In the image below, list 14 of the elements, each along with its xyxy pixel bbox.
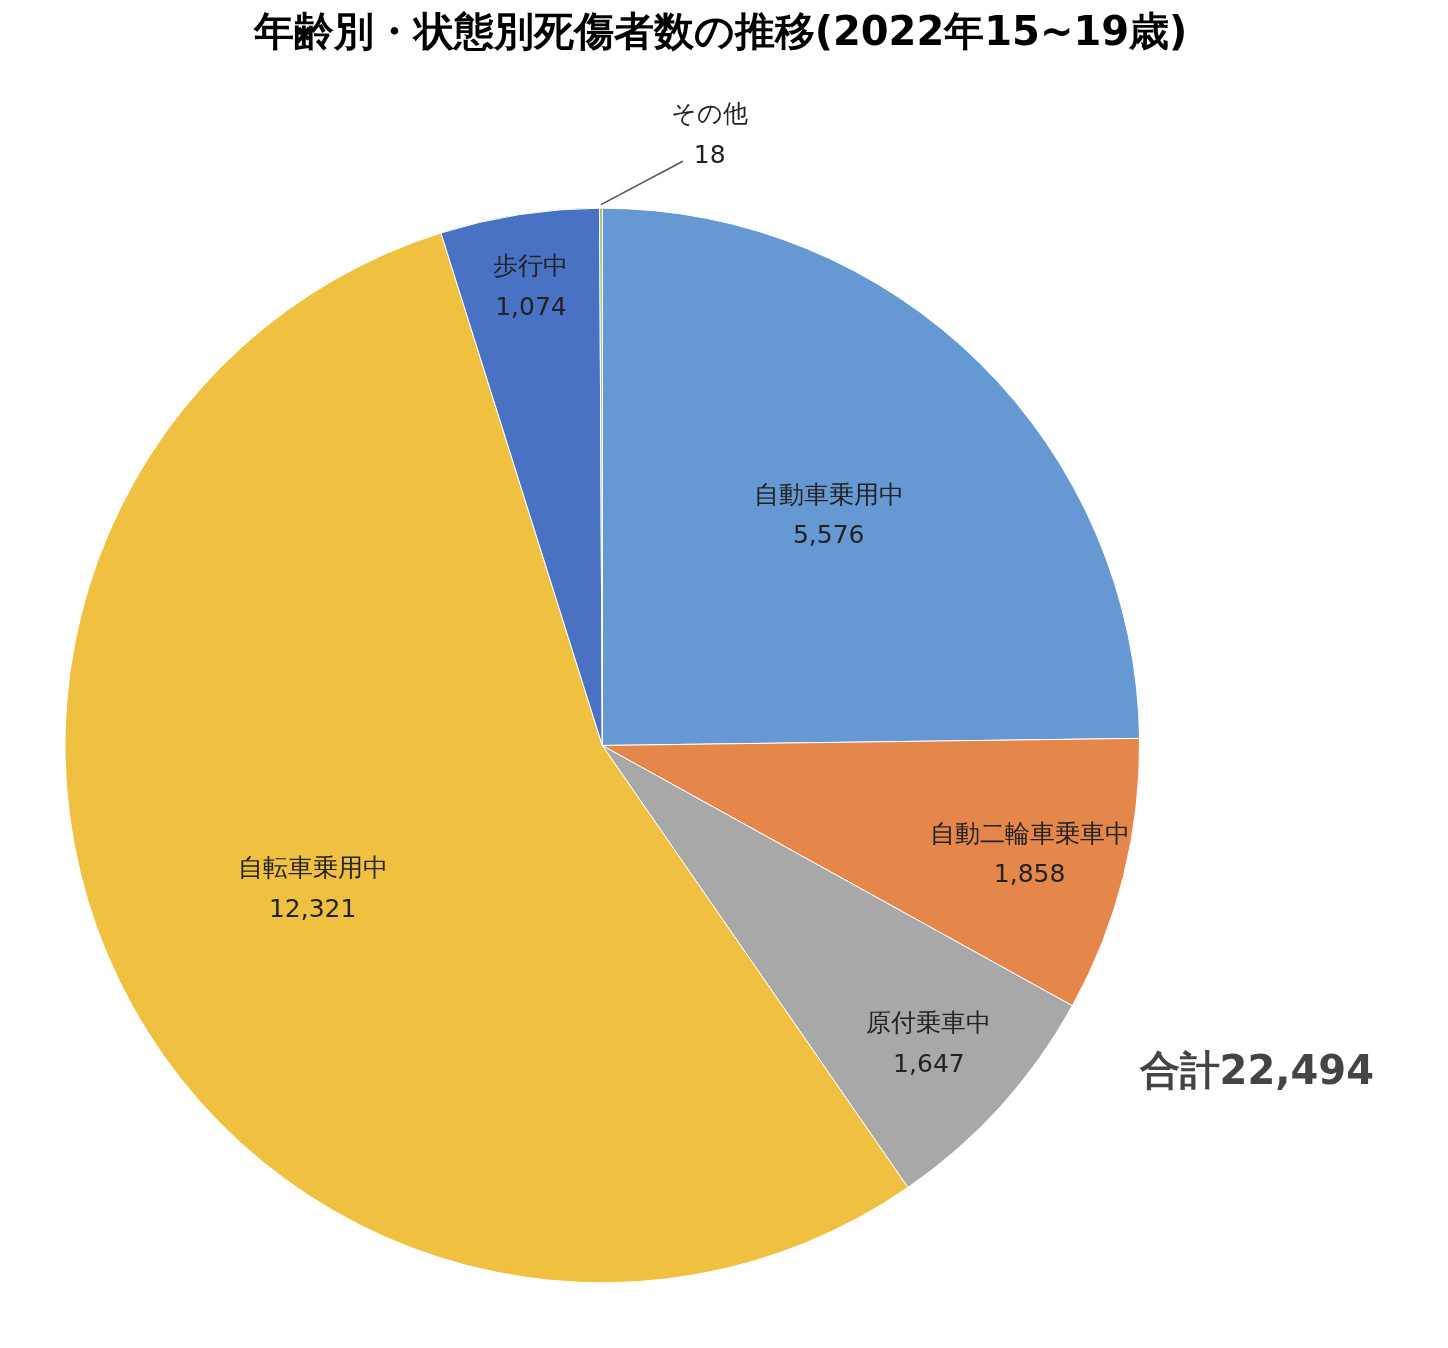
slice-label: その他 [671,99,749,129]
data-label: 18 [693,140,726,170]
data-label: 12,321 [268,893,357,923]
slice-label: 自転車乗用中 [237,853,388,883]
slice-label: 自動車乗用中 [753,479,904,509]
chart-title: 年齢別・状態別死傷者数の推移(2022年15~19歳) [252,7,1188,54]
text: 合計22,494 [1138,1047,1374,1094]
slice-label: 自動二輪車乗車中 [929,818,1130,848]
data-label: 1,647 [893,1048,965,1078]
data-label: 1,858 [993,859,1066,889]
data-label: 1,074 [495,291,567,321]
slice-label: 原付乗車中 [866,1008,992,1038]
data-label: 5,576 [792,520,865,550]
slice-label: 歩行中 [493,251,569,281]
